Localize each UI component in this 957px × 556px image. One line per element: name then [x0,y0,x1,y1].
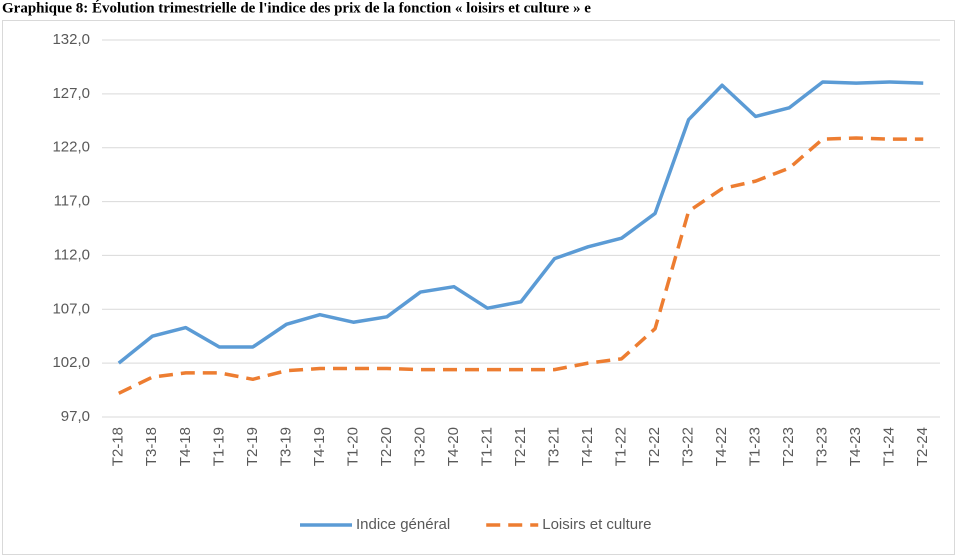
x-tick-label: T1-23 [747,427,764,466]
chart-title: Graphique 8: Évolution trimestrielle de … [2,0,591,16]
x-tick-label: T2-22 [646,427,663,466]
chart-border [2,20,955,555]
x-tick-label: T4-19 [311,427,328,466]
series-line [117,80,924,365]
x-tick-label: T1-19 [210,427,227,466]
y-tick-label: 97,0 [61,408,90,425]
y-tick-label: 122,0 [52,139,90,156]
x-tick-label: T1-24 [881,427,898,466]
y-tick-label: 127,0 [52,85,90,102]
x-tick-label: T1-22 [613,427,630,466]
x-tick-label: T2-18 [110,427,127,466]
y-tick-label: 102,0 [52,354,90,371]
x-tick-label: T4-23 [847,427,864,466]
x-tick-label: T2-20 [378,427,395,466]
series-line [118,136,924,395]
x-tick-label: T3-20 [411,427,428,466]
x-tick-label: T2-24 [914,427,931,466]
x-tick-label: T1-20 [344,427,361,466]
x-tick-label: T4-20 [445,427,462,466]
x-tick-label: T2-23 [780,427,797,466]
x-tick-label: T2-19 [244,427,261,466]
x-tick-label: T1-21 [478,427,495,466]
y-tick-label: 112,0 [54,246,90,263]
x-tick-label: T2-21 [512,427,529,466]
x-tick-label: T3-19 [277,427,294,466]
y-tick-label: 107,0 [52,300,90,317]
x-tick-label: T4-21 [579,427,596,466]
x-tick-label: T4-22 [713,427,730,466]
x-tick-label: T3-23 [814,427,831,466]
x-tick-label: T3-18 [143,427,160,466]
x-tick-label: T4-18 [177,427,194,466]
legend-label: Loisirs et culture [542,516,651,533]
y-tick-label: 117,0 [54,193,90,210]
x-tick-label: T3-22 [680,427,697,466]
x-tick-label: T3-21 [545,427,562,466]
legend-label: Indice général [356,516,450,533]
y-tick-label: 132,0 [52,31,90,48]
